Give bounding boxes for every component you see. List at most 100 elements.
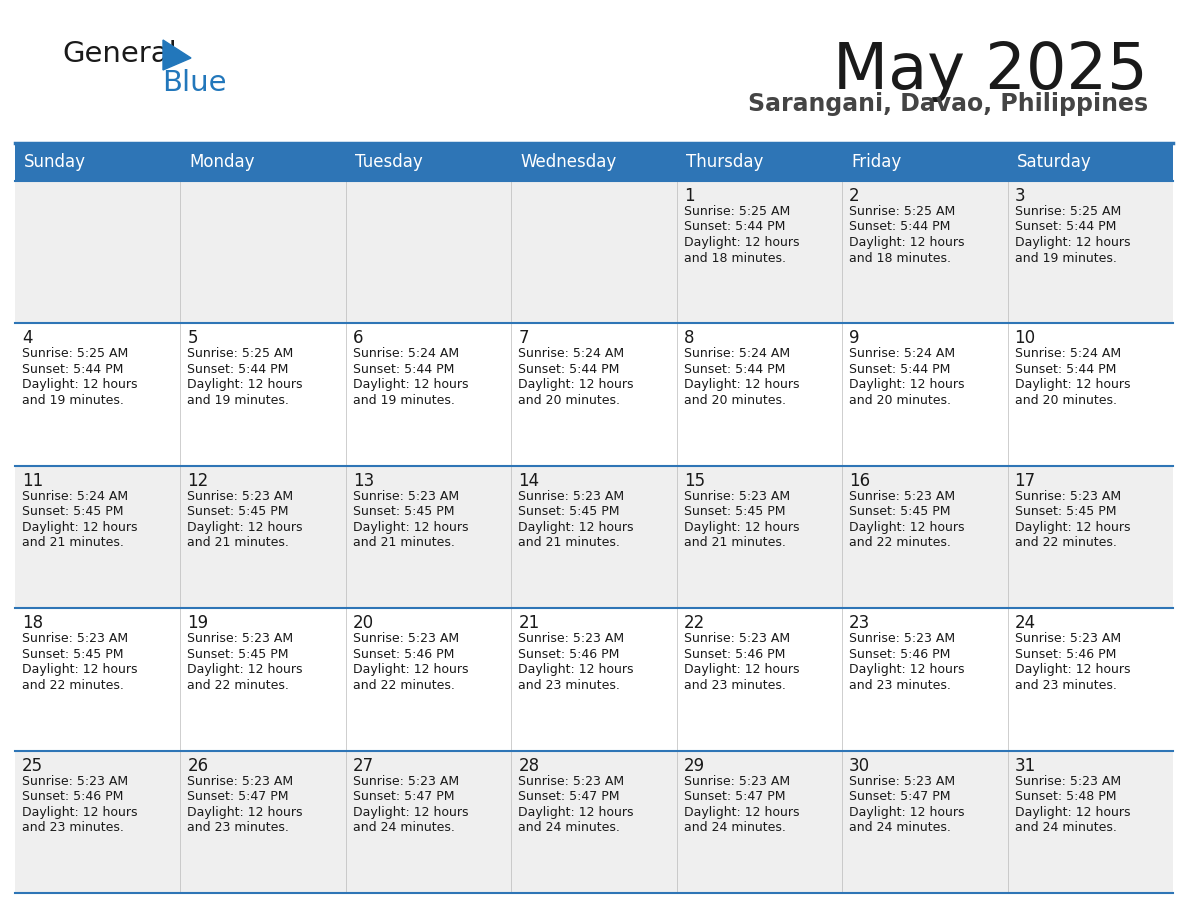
Text: 24: 24 [1015, 614, 1036, 633]
Text: Sunset: 5:44 PM: Sunset: 5:44 PM [849, 220, 950, 233]
Text: Sunset: 5:47 PM: Sunset: 5:47 PM [849, 790, 950, 803]
Text: Sunrise: 5:23 AM: Sunrise: 5:23 AM [684, 775, 790, 788]
Text: Daylight: 12 hours: Daylight: 12 hours [684, 378, 800, 391]
Bar [15, 465, 1173, 609]
Text: 28: 28 [518, 756, 539, 775]
Text: Sunset: 5:45 PM: Sunset: 5:45 PM [23, 648, 124, 661]
Text: Sunset: 5:44 PM: Sunset: 5:44 PM [188, 363, 289, 375]
Text: and 23 minutes.: and 23 minutes. [849, 678, 952, 691]
Text: Sunset: 5:44 PM: Sunset: 5:44 PM [684, 220, 785, 233]
Text: Daylight: 12 hours: Daylight: 12 hours [188, 663, 303, 677]
Text: Monday: Monday [189, 153, 255, 171]
Text: 10: 10 [1015, 330, 1036, 347]
Text: Sunrise: 5:24 AM: Sunrise: 5:24 AM [1015, 347, 1120, 361]
Text: Daylight: 12 hours: Daylight: 12 hours [849, 236, 965, 249]
Text: 5: 5 [188, 330, 198, 347]
Bar [15, 181, 1173, 323]
Text: Daylight: 12 hours: Daylight: 12 hours [23, 521, 138, 533]
Text: Sunset: 5:46 PM: Sunset: 5:46 PM [23, 790, 124, 803]
Text: Daylight: 12 hours: Daylight: 12 hours [518, 521, 633, 533]
Text: Sunset: 5:45 PM: Sunset: 5:45 PM [188, 505, 289, 519]
Text: and 19 minutes.: and 19 minutes. [353, 394, 455, 407]
Text: and 21 minutes.: and 21 minutes. [518, 536, 620, 549]
Text: Sunrise: 5:23 AM: Sunrise: 5:23 AM [684, 490, 790, 503]
Text: 27: 27 [353, 756, 374, 775]
Text: 14: 14 [518, 472, 539, 490]
Text: Daylight: 12 hours: Daylight: 12 hours [849, 378, 965, 391]
Text: 3: 3 [1015, 187, 1025, 205]
Text: Daylight: 12 hours: Daylight: 12 hours [684, 521, 800, 533]
Text: Sunset: 5:47 PM: Sunset: 5:47 PM [684, 790, 785, 803]
Text: 6: 6 [353, 330, 364, 347]
Text: Sunrise: 5:25 AM: Sunrise: 5:25 AM [684, 205, 790, 218]
Text: Daylight: 12 hours: Daylight: 12 hours [188, 378, 303, 391]
Text: Sunset: 5:47 PM: Sunset: 5:47 PM [188, 790, 289, 803]
Text: 17: 17 [1015, 472, 1036, 490]
Text: and 23 minutes.: and 23 minutes. [684, 678, 785, 691]
Bar [15, 143, 1173, 181]
Text: Sunset: 5:44 PM: Sunset: 5:44 PM [684, 363, 785, 375]
Text: and 21 minutes.: and 21 minutes. [23, 536, 124, 549]
Bar [15, 609, 1173, 751]
Text: Sunset: 5:45 PM: Sunset: 5:45 PM [188, 648, 289, 661]
Text: Daylight: 12 hours: Daylight: 12 hours [353, 663, 468, 677]
Text: 20: 20 [353, 614, 374, 633]
Text: Daylight: 12 hours: Daylight: 12 hours [684, 806, 800, 819]
Text: Sunset: 5:45 PM: Sunset: 5:45 PM [1015, 505, 1116, 519]
Text: Sunrise: 5:23 AM: Sunrise: 5:23 AM [1015, 633, 1120, 645]
Text: Sunset: 5:46 PM: Sunset: 5:46 PM [1015, 648, 1116, 661]
Text: Wednesday: Wednesday [520, 153, 617, 171]
Text: Sunset: 5:46 PM: Sunset: 5:46 PM [684, 648, 785, 661]
Text: Sunrise: 5:24 AM: Sunrise: 5:24 AM [849, 347, 955, 361]
Text: and 24 minutes.: and 24 minutes. [353, 821, 455, 834]
Text: and 20 minutes.: and 20 minutes. [684, 394, 785, 407]
Text: and 22 minutes.: and 22 minutes. [1015, 536, 1117, 549]
Text: Daylight: 12 hours: Daylight: 12 hours [849, 806, 965, 819]
Text: Daylight: 12 hours: Daylight: 12 hours [353, 521, 468, 533]
Text: Sunset: 5:45 PM: Sunset: 5:45 PM [353, 505, 454, 519]
Text: and 18 minutes.: and 18 minutes. [849, 252, 952, 264]
Text: Daylight: 12 hours: Daylight: 12 hours [23, 806, 138, 819]
Text: Sunset: 5:46 PM: Sunset: 5:46 PM [353, 648, 454, 661]
Text: Daylight: 12 hours: Daylight: 12 hours [1015, 806, 1130, 819]
Text: Daylight: 12 hours: Daylight: 12 hours [849, 521, 965, 533]
Bar [15, 323, 1173, 465]
Polygon shape [163, 40, 191, 70]
Text: Sunset: 5:44 PM: Sunset: 5:44 PM [353, 363, 454, 375]
Text: 4: 4 [23, 330, 32, 347]
Text: 7: 7 [518, 330, 529, 347]
Text: Sunrise: 5:23 AM: Sunrise: 5:23 AM [353, 775, 459, 788]
Text: Sunrise: 5:24 AM: Sunrise: 5:24 AM [23, 490, 128, 503]
Text: Daylight: 12 hours: Daylight: 12 hours [684, 236, 800, 249]
Text: Sunset: 5:44 PM: Sunset: 5:44 PM [849, 363, 950, 375]
Text: Saturday: Saturday [1017, 153, 1092, 171]
Text: Sunset: 5:45 PM: Sunset: 5:45 PM [23, 505, 124, 519]
Text: Sunrise: 5:25 AM: Sunrise: 5:25 AM [23, 347, 128, 361]
Text: Daylight: 12 hours: Daylight: 12 hours [353, 806, 468, 819]
Text: and 20 minutes.: and 20 minutes. [849, 394, 952, 407]
Text: and 22 minutes.: and 22 minutes. [353, 678, 455, 691]
Text: Daylight: 12 hours: Daylight: 12 hours [188, 806, 303, 819]
Text: and 20 minutes.: and 20 minutes. [1015, 394, 1117, 407]
Text: and 19 minutes.: and 19 minutes. [23, 394, 124, 407]
Text: and 24 minutes.: and 24 minutes. [684, 821, 785, 834]
Text: Sunrise: 5:23 AM: Sunrise: 5:23 AM [188, 775, 293, 788]
Text: Sunrise: 5:23 AM: Sunrise: 5:23 AM [188, 633, 293, 645]
Text: Sunrise: 5:23 AM: Sunrise: 5:23 AM [23, 633, 128, 645]
Text: 29: 29 [684, 756, 704, 775]
Text: 9: 9 [849, 330, 860, 347]
Text: Sunset: 5:45 PM: Sunset: 5:45 PM [684, 505, 785, 519]
Text: and 21 minutes.: and 21 minutes. [684, 536, 785, 549]
Text: and 23 minutes.: and 23 minutes. [1015, 678, 1117, 691]
Text: 31: 31 [1015, 756, 1036, 775]
Text: Daylight: 12 hours: Daylight: 12 hours [1015, 236, 1130, 249]
Text: Sunrise: 5:23 AM: Sunrise: 5:23 AM [518, 775, 625, 788]
Text: Daylight: 12 hours: Daylight: 12 hours [518, 663, 633, 677]
Text: 15: 15 [684, 472, 704, 490]
Text: 22: 22 [684, 614, 704, 633]
Text: Sunday: Sunday [24, 153, 86, 171]
Text: and 21 minutes.: and 21 minutes. [353, 536, 455, 549]
Text: Daylight: 12 hours: Daylight: 12 hours [518, 378, 633, 391]
Text: Sunset: 5:45 PM: Sunset: 5:45 PM [518, 505, 620, 519]
Text: Friday: Friday [851, 153, 902, 171]
